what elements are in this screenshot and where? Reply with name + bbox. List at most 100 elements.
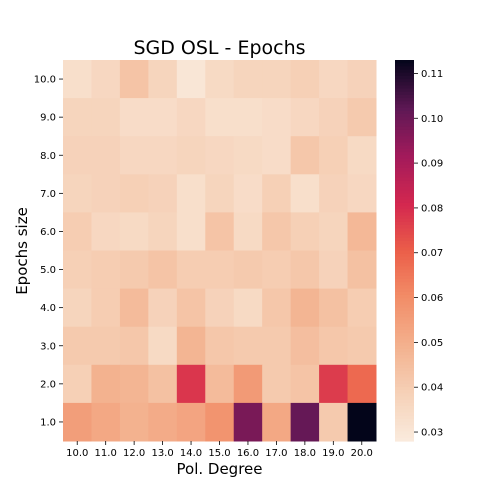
heatmap-cell	[63, 288, 92, 328]
colorbar-segment	[395, 136, 414, 140]
colorbar-segment	[395, 269, 414, 274]
colorbar-segment	[395, 215, 414, 220]
heatmap-cell	[233, 364, 263, 404]
chart-title: SGD OSL - Epochs	[133, 37, 305, 59]
colorbar-segment	[395, 120, 414, 125]
colorbar-segment	[395, 174, 414, 179]
colorbar-tick-label: 0.03	[421, 428, 443, 439]
colorbar-segment	[395, 250, 414, 255]
colorbar-segment	[395, 85, 414, 90]
colorbar-tick-label: 0.10	[421, 114, 443, 125]
heatmap-cell	[148, 174, 178, 213]
colorbar-segment	[395, 275, 414, 280]
colorbar-tick-label: 0.07	[421, 248, 443, 259]
colorbar-segment	[395, 428, 414, 433]
y-tick-label: 1.0	[40, 417, 56, 428]
colorbar-segment	[395, 171, 414, 175]
heatmap-cell	[148, 250, 178, 290]
heatmap-cell	[319, 364, 349, 404]
colorbar-tick-label: 0.09	[421, 159, 443, 170]
heatmap-cell	[205, 250, 235, 290]
heatmap-cell	[262, 326, 292, 366]
heatmap-cell	[290, 98, 320, 137]
colorbar-segment	[395, 183, 414, 188]
colorbar-segment	[395, 371, 414, 375]
heatmap-cell	[63, 250, 92, 290]
x-tick-label: 11.0	[95, 448, 117, 459]
colorbar-segment	[395, 190, 414, 194]
heatmap-cell	[319, 212, 349, 251]
colorbar-segment	[395, 145, 414, 150]
heatmap-cell	[63, 136, 92, 175]
colorbar-segment	[395, 155, 414, 160]
colorbar-segment	[395, 323, 414, 328]
heatmap-cell	[119, 174, 149, 213]
heatmap-cell	[91, 98, 121, 137]
colorbar-segment	[395, 225, 414, 229]
colorbar-segment	[395, 180, 414, 185]
colorbar-tick-label: 0.11	[421, 69, 443, 80]
colorbar-segment	[395, 301, 414, 306]
colorbar-segment	[395, 228, 414, 233]
colorbar-segment	[395, 263, 414, 267]
y-tick-label: 8.0	[40, 151, 56, 162]
heatmap-cell	[262, 60, 292, 99]
colorbar-segment	[395, 133, 414, 137]
colorbar-segment	[395, 364, 414, 369]
colorbar-segment	[395, 187, 414, 191]
colorbar-segment	[395, 291, 414, 296]
heatmap-cell	[290, 250, 320, 290]
colorbar-segment	[395, 266, 414, 271]
heatmap-cell	[205, 402, 235, 442]
heatmap-cell	[148, 136, 178, 175]
colorbar-segment	[395, 193, 414, 198]
heatmap-cell	[205, 98, 235, 137]
colorbar-segment	[395, 126, 414, 131]
x-tick-label: 17.0	[265, 448, 287, 459]
colorbar-tick-label: 0.08	[421, 203, 443, 214]
heatmap-cell	[319, 98, 349, 137]
x-tick-label: 10.0	[66, 448, 88, 459]
colorbar-segment	[395, 117, 414, 121]
heatmap-cell	[148, 402, 178, 442]
heatmap-cell	[290, 136, 320, 175]
colorbar-segment	[395, 107, 414, 112]
heatmap-cell	[63, 98, 92, 137]
colorbar-segment	[395, 244, 414, 248]
colorbar-segment	[395, 367, 414, 372]
heatmap-cell	[233, 212, 263, 251]
colorbar-segment	[395, 113, 414, 118]
colorbar-segment	[395, 425, 414, 429]
heatmap-cell	[91, 174, 121, 213]
heatmap-cell	[205, 288, 235, 328]
heatmap-cell	[148, 288, 178, 328]
colorbar-segment	[395, 326, 414, 331]
colorbar-segment	[395, 202, 414, 207]
x-tick-label: 14.0	[180, 448, 202, 459]
colorbar-segment	[395, 304, 414, 309]
heatmap-cell	[233, 402, 263, 442]
heatmap-cell	[176, 250, 206, 290]
colorbar-segment	[395, 348, 414, 353]
heatmap-cell	[176, 174, 206, 213]
colorbar-segment	[395, 434, 414, 439]
colorbar-segment	[395, 402, 414, 407]
colorbar-segment	[395, 399, 414, 404]
colorbar-segment	[395, 339, 414, 344]
colorbar-segment	[395, 336, 414, 340]
heatmap-cell	[148, 60, 178, 99]
heatmap-cell	[205, 136, 235, 175]
heatmap-cell	[119, 250, 149, 290]
colorbar-segment	[395, 279, 414, 283]
colorbar-segment	[395, 345, 414, 350]
heatmap-cell	[176, 288, 206, 328]
colorbar-segment	[395, 406, 414, 410]
heatmap-cell	[63, 60, 92, 99]
colorbar-segment	[395, 60, 414, 64]
heatmap-cell	[91, 288, 121, 328]
heatmap-cell	[205, 364, 235, 404]
heatmap-cell	[262, 212, 292, 251]
heatmap-cell	[262, 402, 292, 442]
colorbar-segment	[395, 123, 414, 128]
